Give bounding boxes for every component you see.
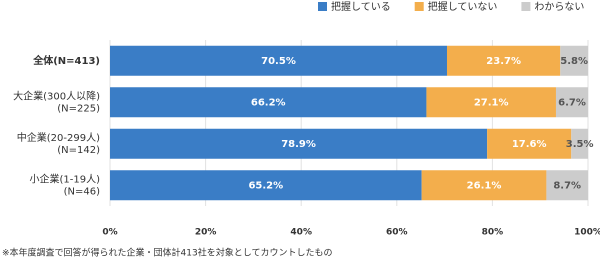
legend-label: 把握していない	[428, 0, 498, 13]
value-label: 26.1%	[467, 180, 502, 191]
y-tick-label-line: 全体(N=413)	[32, 54, 100, 67]
value-label: 5.8%	[560, 56, 588, 67]
x-tick-label: 40%	[290, 228, 312, 238]
bar-segment	[555, 87, 588, 118]
value-label: 23.7%	[486, 56, 521, 67]
legend-label: 把握している	[331, 0, 391, 13]
value-label: 8.7%	[553, 180, 581, 191]
y-tick-label-line: 小企業(1-19人)	[30, 172, 101, 185]
bar-segment	[546, 170, 588, 201]
value-label: 3.5%	[566, 139, 594, 150]
bar-segment	[421, 170, 547, 201]
x-tick-label: 20%	[195, 228, 217, 238]
x-tick-label: 0%	[102, 228, 117, 238]
legend-swatch	[414, 2, 424, 11]
y-tick-label-line: (N=225)	[57, 103, 100, 114]
y-tick-label-line: 大企業(300人以降)	[13, 89, 100, 102]
legend-swatch	[521, 2, 531, 11]
bar-segment	[487, 128, 572, 159]
bar-segment	[110, 170, 422, 201]
y-tick-label-line: (N=142)	[57, 145, 100, 156]
value-label: 66.2%	[251, 97, 286, 108]
footnote: ※本年度調査で回答が得られた企業・団体計413社を対象としてカウントしたもの	[2, 247, 332, 259]
bar-segment	[110, 45, 447, 76]
bar-segment	[560, 45, 588, 76]
bar-segment	[110, 87, 427, 118]
value-label: 65.2%	[248, 180, 283, 191]
value-label: 27.1%	[474, 97, 509, 108]
bar-segment	[110, 128, 488, 159]
y-tick-label: 中企業(20-299人) (N=142)	[17, 131, 100, 156]
bar-segment	[426, 87, 556, 118]
value-label: 17.6%	[512, 139, 547, 150]
x-tick-label: 60%	[386, 228, 408, 238]
y-tick-label-line: (N=46)	[64, 186, 100, 197]
x-tick-label: 100%	[574, 228, 600, 238]
value-label: 78.9%	[281, 139, 316, 150]
bar-segment	[446, 45, 561, 76]
value-label: 6.7%	[558, 97, 586, 108]
y-tick-label-line: 中企業(20-299人)	[17, 131, 100, 144]
y-tick-label: 全体(N=413)	[32, 54, 100, 67]
x-tick-label: 80%	[482, 228, 504, 238]
y-tick-label: 小企業(1-19人) (N=46)	[30, 172, 101, 197]
value-label: 70.5%	[261, 56, 296, 67]
legend-label: わからない	[534, 1, 584, 13]
legend-swatch	[318, 2, 327, 11]
y-tick-label: 大企業(300人以降) (N=225)	[13, 89, 100, 114]
bar-segment	[571, 128, 588, 159]
